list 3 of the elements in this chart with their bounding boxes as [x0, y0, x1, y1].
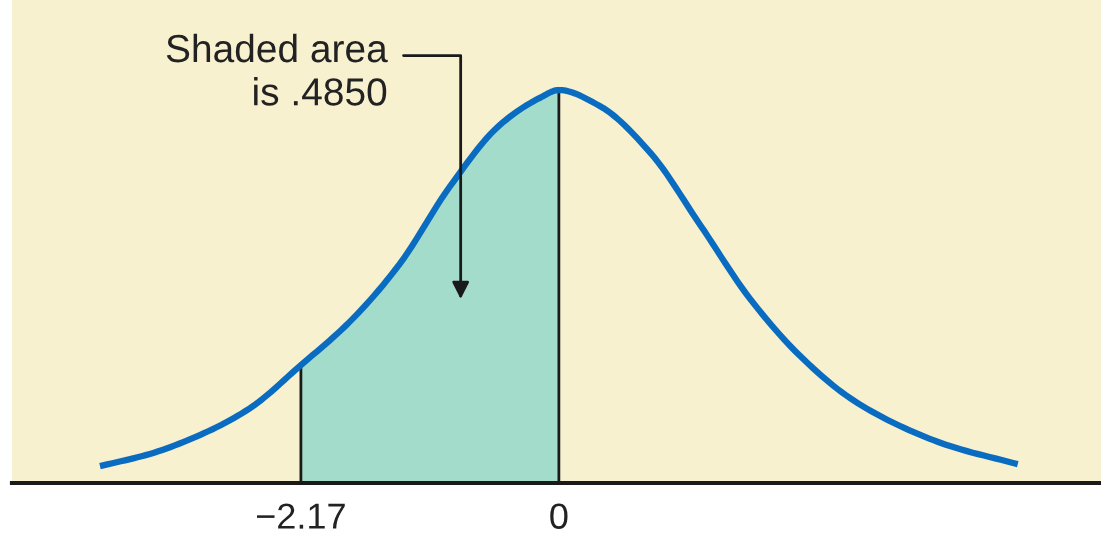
x-tick-label: 0 — [550, 503, 568, 529]
annotation: Shaded area is .4850 — [166, 33, 388, 106]
x-tick-label: −2.17 — [256, 503, 345, 529]
